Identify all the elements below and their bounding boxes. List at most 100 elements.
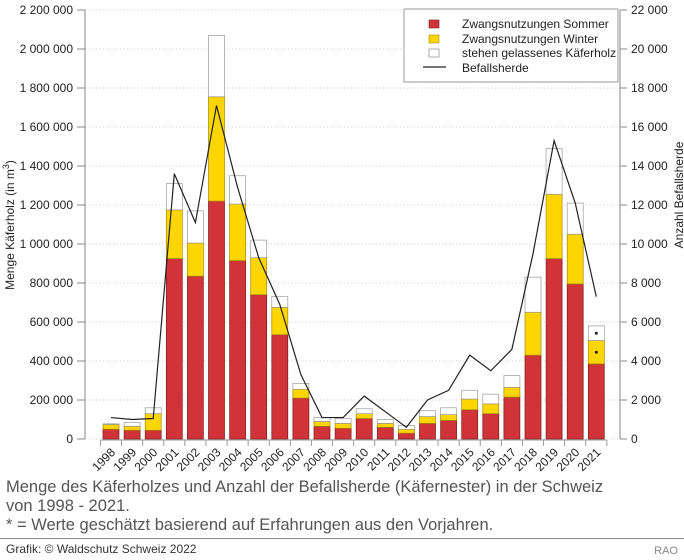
bar-winter (440, 414, 457, 421)
bar-stehen (355, 408, 373, 414)
bar-sommer (482, 413, 500, 440)
footer-credit: Grafik: © Waldschutz Schweiz 2022 (6, 542, 197, 556)
bar-stehen (208, 34, 225, 98)
bar-sommer (313, 425, 331, 440)
bar-sommer (229, 260, 246, 440)
bar-stehen (165, 183, 183, 211)
y2-tick-label: 4 000 (631, 354, 661, 368)
bar-sommer (102, 428, 120, 440)
bar-winter (376, 423, 394, 428)
y2-tick-label: 8 000 (631, 276, 661, 290)
y-axis-title-main: Menge Käferholz (in m (3, 169, 17, 290)
bar-stehen (440, 407, 457, 415)
legend-label-befallsherde: Befallsherde (462, 61, 529, 75)
bar-stehen (461, 389, 479, 400)
y-tick-label: 1 400 000 (20, 159, 74, 173)
bar-winter (524, 311, 542, 356)
bars (102, 34, 605, 440)
y2-tick-label: 16 000 (631, 120, 668, 134)
bar-winter (461, 398, 479, 411)
y-tick-label: 1 000 000 (20, 237, 74, 251)
bar-winter (292, 388, 310, 399)
bar-sommer (208, 200, 225, 440)
y2-axis-title: Anzahl Befallsherde (672, 141, 684, 248)
bar-stehen (271, 296, 289, 308)
bar-sommer (250, 294, 268, 440)
bar-sommer (524, 354, 542, 440)
bar-sommer (545, 258, 563, 440)
befallsherde-polyline (110, 105, 597, 429)
chart: 0 200 000 400 000 600 000 800 000 1 000 000 1 … (1, 3, 684, 474)
bar-stehen (334, 418, 352, 424)
bar-sommer (461, 409, 479, 440)
bar-winter (482, 403, 500, 414)
bar-stehen (102, 423, 120, 425)
bar-stehen (229, 175, 246, 205)
y-tick-label: 2 200 000 (20, 3, 74, 17)
bar-sommer (187, 275, 204, 440)
legend-label-winter: Zwangsnutzungen Winter (462, 32, 598, 46)
x-tick-label: 2021 (575, 445, 604, 474)
y2-tick-label: 12 000 (631, 198, 668, 212)
bar-sommer (123, 429, 141, 440)
bar-winter (419, 416, 436, 424)
y2-tick-label: 18 000 (631, 81, 668, 95)
legend-swatch-stehen (428, 48, 440, 58)
bar-sommer (144, 429, 162, 440)
legend-swatch-winter (428, 34, 440, 44)
bar-stehen (250, 239, 268, 259)
bar-stehen (376, 419, 394, 424)
bar-stehen (123, 422, 141, 427)
y2-tick-label: 6 000 (631, 315, 661, 329)
bar-sommer (165, 258, 183, 440)
estimated-marker (594, 350, 598, 354)
y-axis-title: Menge Käferholz (in m3) (1, 160, 17, 290)
bar-sommer (271, 334, 289, 440)
y2-tick-label: 2 000 (631, 393, 661, 407)
bar-sommer (440, 420, 457, 440)
y-tick-label: 2 000 000 (20, 42, 74, 56)
bar-sommer (587, 363, 605, 440)
y-axis-title-end: ) (3, 160, 17, 164)
bar-sommer (355, 418, 373, 440)
caption-line-2: von 1998 - 2021. (6, 497, 130, 515)
y2-tick-label: 22 000 (631, 3, 668, 17)
bar-winter (566, 233, 584, 285)
bar-winter (313, 421, 331, 427)
bar-stehen (292, 383, 310, 390)
bar-sommer (334, 427, 352, 440)
y-tick-label: 400 000 (30, 354, 74, 368)
axes: 0 200 000 400 000 600 000 800 000 1 000 000 1 … (20, 3, 668, 446)
bar-sommer (398, 432, 415, 440)
bar-sommer (566, 283, 584, 440)
legend-label-sommer: Zwangsnutzungen Sommer (462, 17, 609, 31)
legend: Zwangsnutzungen Sommer Zwangsnutzungen W… (403, 8, 619, 83)
y-tick-label: 1 800 000 (20, 81, 74, 95)
bar-winter (123, 425, 141, 431)
y2-tick-label: 14 000 (631, 159, 668, 173)
bar-stehen (524, 276, 542, 313)
bar-winter (229, 203, 246, 261)
legend-label-stehen: stehen gelassenes Käferholz (462, 46, 616, 60)
estimated-marker (594, 331, 598, 335)
y2-tick-label: 10 000 (631, 237, 668, 251)
y-tick-label: 1 200 000 (20, 198, 74, 212)
bar-winter (398, 428, 415, 434)
bar-stehen (482, 393, 500, 405)
bar-stehen (419, 410, 436, 417)
y-tick-label: 200 000 (30, 393, 74, 407)
bar-winter (334, 423, 352, 429)
y2-tick-label: 0 (631, 432, 638, 446)
y-tick-label: 600 000 (30, 315, 74, 329)
caption: Menge des Käferholzes und Anzahl der Bef… (6, 478, 678, 535)
bar-stehen (187, 210, 204, 244)
bar-winter (102, 424, 120, 430)
legend-swatch-sommer (428, 19, 440, 29)
caption-line-3: * = Werte geschätzt basierend auf Erfahr… (6, 516, 494, 534)
legend-box (403, 8, 619, 83)
caption-line-1: Menge des Käferholzes und Anzahl der Bef… (6, 478, 604, 496)
bar-winter (208, 96, 225, 202)
footer-divider (0, 538, 684, 539)
bar-winter (187, 242, 204, 277)
footer-initials: RAO (654, 545, 678, 557)
